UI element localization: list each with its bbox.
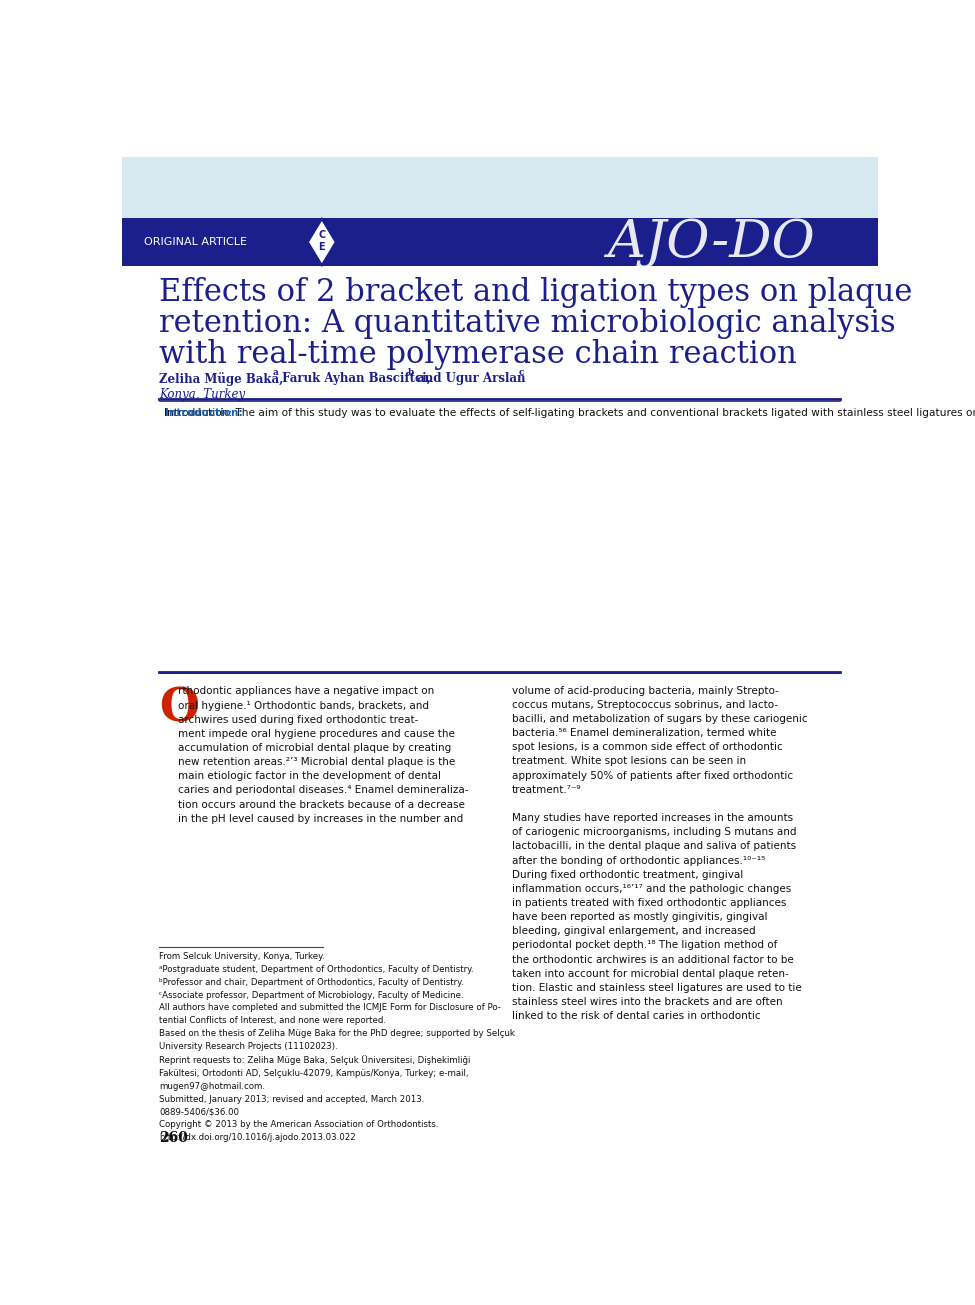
Text: Introduction:: Introduction: [165,408,242,419]
Text: Zeliha Müge Baka,: Zeliha Müge Baka, [159,372,284,386]
Text: rthodontic appliances have a negative impact on
oral hygiene.¹ Orthodontic bands: rthodontic appliances have a negative im… [178,686,469,823]
Text: Introduction: The aim of this study was to evaluate the effects of self-ligating: Introduction: The aim of this study was … [165,408,975,419]
Text: with real-time polymerase chain reaction: with real-time polymerase chain reaction [159,339,797,371]
Text: Konya, Turkey: Konya, Turkey [159,388,245,401]
Polygon shape [308,219,335,265]
Text: Faruk Ayhan Basciftci,: Faruk Ayhan Basciftci, [278,372,431,385]
Text: C: C [318,230,326,240]
FancyBboxPatch shape [122,218,878,266]
Text: retention: A quantitative microbiologic analysis: retention: A quantitative microbiologic … [159,308,896,339]
Text: a: a [272,368,278,377]
Text: c: c [519,368,525,377]
Text: E: E [319,241,325,252]
Text: Effects of 2 bracket and ligation types on plaque: Effects of 2 bracket and ligation types … [159,278,913,308]
FancyBboxPatch shape [122,157,878,226]
Text: and Ugur Arslan: and Ugur Arslan [413,372,526,385]
Text: b: b [408,368,414,377]
Text: ORIGINAL ARTICLE: ORIGINAL ARTICLE [143,238,247,247]
Text: volume of acid-producing bacteria, mainly Strepto-
coccus mutans, Streptococcus : volume of acid-producing bacteria, mainl… [512,685,807,1022]
Text: AJO-DO: AJO-DO [607,217,815,268]
Text: O: O [159,685,199,732]
Text: 260: 260 [159,1130,188,1144]
Text: From Selcuk University, Konya, Turkey.
ᵃPostgraduate student, Department of Orth: From Selcuk University, Konya, Turkey. ᵃ… [159,953,515,1142]
